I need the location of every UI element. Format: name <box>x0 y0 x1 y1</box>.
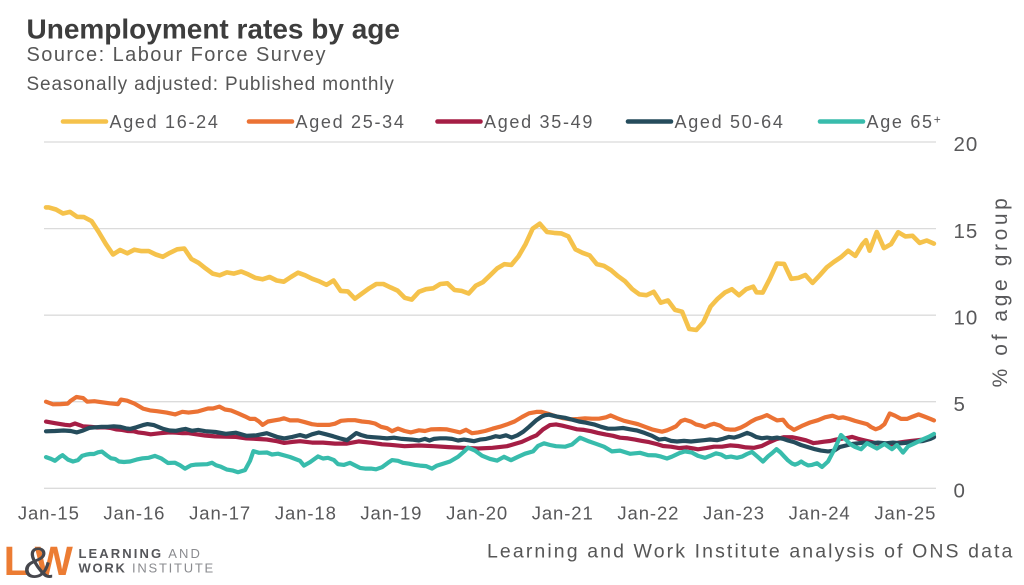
svg-text:Seasonally adjusted: Published: Seasonally adjusted: Published monthly <box>27 74 395 95</box>
svg-text:Jan-16: Jan-16 <box>103 503 165 524</box>
svg-text:Jan-20: Jan-20 <box>446 503 508 524</box>
svg-text:WORK INSTITUTE: WORK INSTITUTE <box>79 560 215 575</box>
svg-text:Age 65+: Age 65+ <box>867 112 943 132</box>
svg-text:Jan-18: Jan-18 <box>275 503 337 524</box>
svg-text:Jan-17: Jan-17 <box>189 503 251 524</box>
svg-text:5: 5 <box>954 393 966 416</box>
svg-text:Jan-22: Jan-22 <box>617 503 679 524</box>
svg-text:10: 10 <box>954 306 979 329</box>
svg-text:Jan-25: Jan-25 <box>874 503 936 524</box>
svg-text:Jan-21: Jan-21 <box>532 503 594 524</box>
svg-text:LEARNING AND: LEARNING AND <box>79 546 202 561</box>
svg-text:Jan-24: Jan-24 <box>789 503 851 524</box>
svg-text:W: W <box>35 538 74 584</box>
svg-text:&: & <box>24 539 53 585</box>
svg-text:% of age group: % of age group <box>989 195 1012 388</box>
svg-text:Unemployment rates by age: Unemployment rates by age <box>27 14 400 45</box>
svg-text:20: 20 <box>954 133 979 156</box>
svg-text:Aged 35-49: Aged 35-49 <box>484 112 594 132</box>
svg-text:Aged 25-34: Aged 25-34 <box>296 112 406 132</box>
svg-text:15: 15 <box>954 220 979 243</box>
svg-text:L: L <box>4 538 29 584</box>
svg-text:Source: Labour Force Survey: Source: Labour Force Survey <box>27 44 327 66</box>
svg-text:Aged 16-24: Aged 16-24 <box>110 112 220 132</box>
svg-text:Aged 50-64: Aged 50-64 <box>675 112 785 132</box>
svg-text:0: 0 <box>954 480 966 503</box>
svg-text:Jan-19: Jan-19 <box>360 503 422 524</box>
svg-text:Jan-23: Jan-23 <box>703 503 765 524</box>
svg-text:Learning and Work Institute an: Learning and Work Institute analysis of … <box>487 541 1015 563</box>
svg-text:Jan-15: Jan-15 <box>18 503 80 524</box>
